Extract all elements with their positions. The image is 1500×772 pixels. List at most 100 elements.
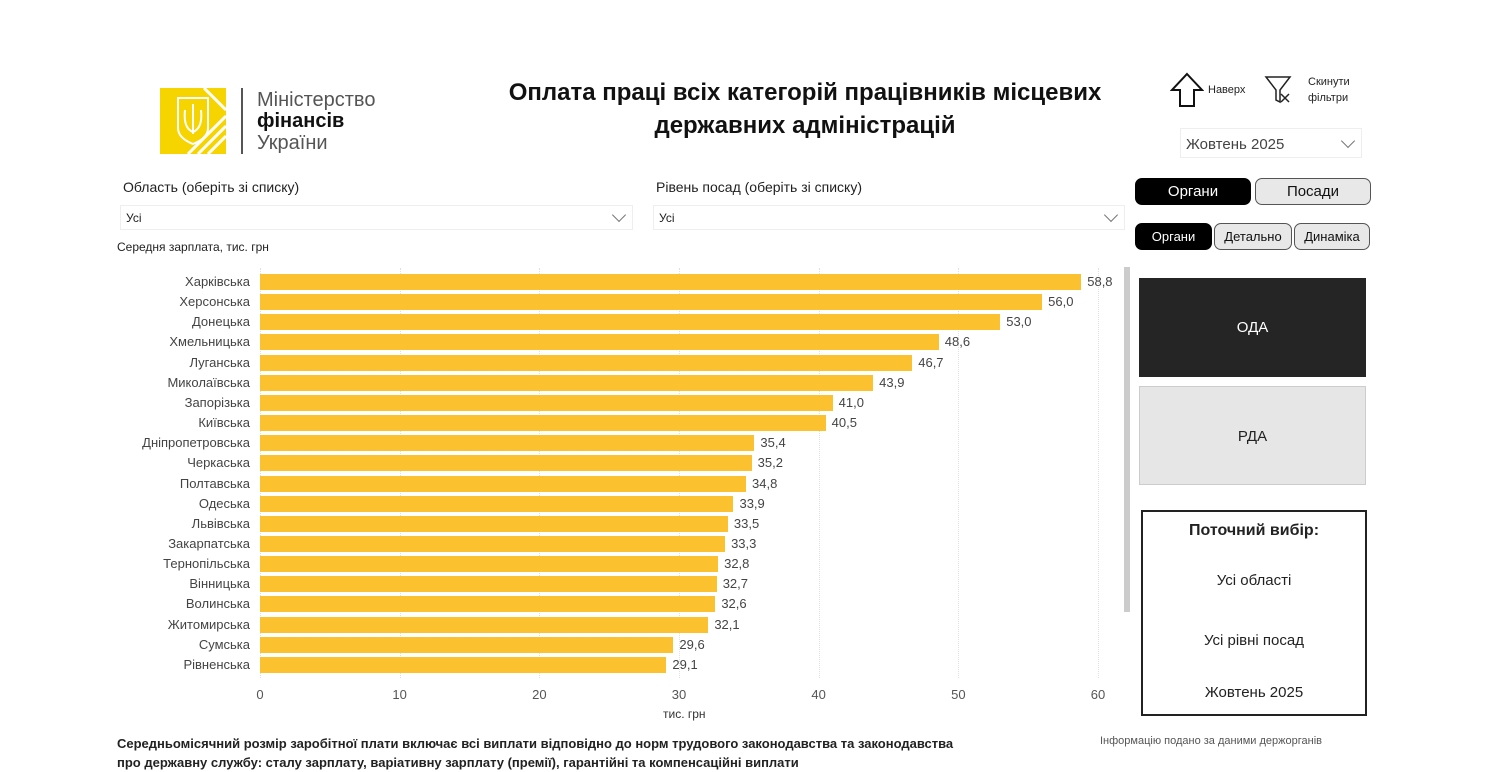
data-label: 33,3 [731,535,757,551]
data-label: 46,7 [918,354,944,370]
category-label: Черкаська [187,455,250,471]
period-dropdown[interactable]: Жовтень 2025 [1180,128,1362,158]
level-dropdown[interactable]: Усі [653,205,1125,230]
back-to-top-button[interactable]: Наверх [1170,72,1260,108]
bar[interactable] [260,415,826,432]
bar[interactable] [260,394,833,411]
current-level: Усі рівні посад [1203,632,1304,649]
category-label: Запорізька [184,394,250,410]
bar[interactable] [260,274,1082,290]
data-label: 56,0 [1048,294,1074,310]
current-period: Жовтень 2025 [1204,684,1304,701]
page-title: Оплата праці всіх категорій працівників … [508,79,1102,139]
tile-oda[interactable]: ОДА [1139,278,1366,377]
gridline [958,268,960,678]
x-tick-label: 0 [256,687,264,702]
category-label: Полтавська [179,475,250,491]
x-axis-label: тис. грн [663,707,706,721]
chart-title: Середня зарплата, тис. грн [117,240,269,254]
current-region: Усі області [1216,572,1292,589]
bar[interactable] [260,374,874,391]
bar[interactable] [260,495,734,512]
chart-scrollbar[interactable] [1124,267,1130,612]
bar[interactable] [260,435,755,452]
logo-line3: України [257,132,328,154]
region-dropdown[interactable]: Усі [120,205,633,230]
tile-rda[interactable]: РДА [1139,386,1366,485]
category-label: Рівненська [183,656,250,672]
data-label: 32,1 [714,616,740,632]
gridline [260,268,261,678]
footnote: Середньомісячний розмір заробітної плати… [117,734,953,772]
data-label: 41,0 [838,394,864,410]
chevron-down-icon [1103,207,1119,223]
data-label: 35,4 [760,435,786,451]
chevron-down-icon [611,207,627,223]
ministry-logo-emblem [160,86,228,156]
bar[interactable] [260,334,939,351]
bar[interactable] [260,596,716,613]
footnote-line1: Середньомісячний розмір заробітної плати… [117,736,954,751]
bar[interactable] [260,535,726,552]
bar[interactable] [260,636,674,653]
period-value: Жовтень 2025 [1186,136,1285,153]
data-label: 29,1 [672,656,698,672]
bar[interactable] [260,294,1043,311]
bar[interactable] [260,656,667,673]
back-to-top-label: Наверх [1208,84,1246,96]
reset-filters-button[interactable]: Скинути фільтри [1264,72,1364,108]
bar[interactable] [260,354,913,371]
logo-line1: Міністерство [257,89,376,111]
gridline [399,268,401,678]
gridline [679,268,680,678]
bar[interactable] [260,314,1001,331]
current-selection-title: Поточний вибір: [1188,522,1320,539]
bar[interactable] [260,515,728,532]
toggle-positions-button[interactable]: Посади [1255,178,1371,205]
bar[interactable] [260,556,719,573]
category-label: Луганська [189,354,250,370]
level-value: Усі [659,211,675,225]
reset-label-2: фільтри [1308,92,1349,104]
category-label: Миколаївська [167,374,250,390]
gridline [539,268,541,678]
x-tick-label: 40 [811,687,826,702]
category-label: Київська [198,415,250,431]
x-tick-label: 30 [671,687,687,702]
x-tick-label: 50 [951,687,966,702]
toggle-organs-button[interactable]: Органи [1135,178,1251,205]
data-label: 32,6 [721,596,747,612]
filter-clear-icon [1264,76,1292,104]
category-label: Харківська [185,274,250,289]
category-label: Закарпатська [168,535,250,551]
category-label: Вінницька [189,576,250,592]
x-tick-label: 60 [1090,687,1106,702]
bar[interactable] [260,475,747,492]
data-label: 48,6 [944,334,971,350]
bar[interactable] [260,455,752,472]
tab-dynamics[interactable]: Динаміка [1294,223,1370,250]
category-label: Волинська [185,596,250,612]
chevron-down-icon [1340,133,1356,149]
logo-line2: фінансів [257,110,345,132]
category-label: Дніпропетровська [142,435,250,451]
category-label: Тернопільська [163,556,250,572]
category-label: Сумська [198,636,250,652]
x-tick-label: 10 [392,687,407,702]
footnote-line2: про державну службу: сталу зарплату, вар… [117,755,799,770]
data-label: 34,8 [752,475,778,491]
tab-organs[interactable]: Органи [1135,223,1212,250]
category-label: Херсонська [179,294,250,310]
data-source-note: Інформацію подано за даними держорганів [1100,735,1322,747]
tab-detailed[interactable]: Детально [1214,223,1292,250]
category-label: Львівська [191,515,250,531]
region-filter-label: Область (оберіть зі списку) [123,179,300,195]
bar[interactable] [260,576,717,593]
data-label: 35,2 [757,455,783,471]
gridline [1098,268,1099,678]
bar[interactable] [260,616,709,633]
data-label: 32,8 [724,556,750,572]
arrow-up-icon [1170,72,1204,107]
logo-divider [241,88,243,154]
data-label: 29,6 [679,636,705,652]
